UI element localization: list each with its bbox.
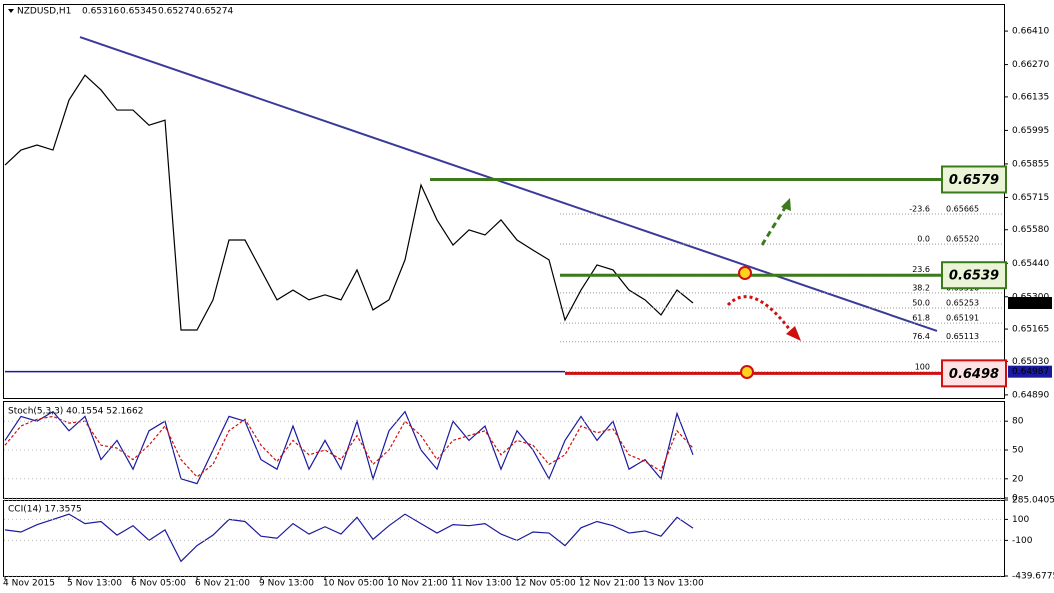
fib-price: 0.65191 — [946, 314, 979, 323]
level-box — [941, 359, 1007, 388]
x-tick-label: 10 Nov 21:00 — [387, 579, 448, 589]
y-tick-label: -100 — [1012, 536, 1033, 546]
y-tick-label: 0.65580 — [1012, 225, 1049, 235]
y-tick-label: 0.65855 — [1012, 159, 1049, 169]
y-tick-label: -439.6775 — [1012, 572, 1054, 582]
x-tick-label: 13 Nov 13:00 — [643, 579, 704, 589]
x-tick-label: 6 Nov 05:00 — [131, 579, 186, 589]
price-tag — [1008, 365, 1052, 378]
trendline — [79, 36, 938, 332]
price-tag-label: 0.64987 — [1012, 367, 1049, 377]
price-line — [4, 415, 694, 478]
x-tick-label: 4 Nov 2015 — [3, 579, 55, 589]
y-tick-label: 0.65030 — [1012, 357, 1049, 367]
level-label: 0.6498 — [949, 367, 999, 382]
fib-price: 0.65253 — [946, 299, 979, 308]
y-tick-label: 80 — [1012, 417, 1024, 427]
main-panel — [3, 4, 1005, 399]
fib-price: 0.65113 — [946, 332, 979, 341]
chart-title: NZDUSD,H1 — [17, 7, 71, 17]
price-line — [4, 513, 694, 563]
fib-level: 100 — [915, 362, 930, 371]
main-layer: 0.66410 0.66270 0.66135 0.65995 0.65855 0.657… — [3, 7, 1054, 589]
x-tick-label: 9 Nov 13:00 — [259, 579, 314, 589]
touch-marker — [738, 266, 752, 280]
touch-marker — [740, 365, 754, 379]
y-tick-label: 50 — [1012, 446, 1024, 456]
fib-level: 23.6 — [912, 265, 930, 274]
level-box — [941, 261, 1007, 290]
y-tick-label: 0 — [1012, 494, 1018, 504]
y-tick-label: 0.66410 — [1012, 27, 1049, 37]
ohlc-value: 0.65274 — [196, 7, 233, 17]
y-tick-label: 0.65440 — [1012, 259, 1049, 269]
x-tick-label: 6 Nov 21:00 — [195, 579, 250, 589]
x-tick-label: 11 Nov 13:00 — [451, 579, 512, 589]
y-tick-label: 0.64890 — [1012, 390, 1049, 400]
y-tick-label: 0.65715 — [1012, 193, 1049, 203]
fib-level: 38.2 — [912, 283, 930, 292]
fib-price: 0.65520 — [946, 235, 979, 244]
fib-level: 0.0 — [917, 235, 930, 244]
level-label: 0.6539 — [949, 269, 999, 284]
down-arrow — [726, 295, 792, 331]
fib-level: -23.6 — [909, 204, 930, 213]
x-tick-label: 10 Nov 05:00 — [323, 579, 384, 589]
fib-level: 50.0 — [912, 299, 930, 308]
y-tick-label: 0.65995 — [1012, 126, 1049, 136]
x-tick-label: 12 Nov 21:00 — [579, 579, 640, 589]
up-arrow — [760, 205, 788, 246]
level-label: 0.6579 — [949, 173, 999, 188]
fib-level: 76.4 — [912, 332, 930, 341]
y-tick-label: 0.66135 — [1012, 92, 1049, 102]
fib-price: 0.65665 — [946, 204, 979, 213]
menu-arrow[interactable] — [8, 9, 14, 13]
level-box — [941, 165, 1007, 194]
y-tick-label: 285.0405 — [1012, 496, 1054, 506]
price-tag — [1008, 296, 1052, 309]
ohlc-value: 0.65274 — [158, 7, 195, 17]
down-arrow-head — [786, 326, 801, 341]
y-tick-label: 0.66270 — [1012, 60, 1049, 70]
up-arrow-head — [781, 198, 791, 211]
x-tick-label: 12 Nov 05:00 — [515, 579, 576, 589]
y-tick-label: 20 — [1012, 474, 1024, 484]
ohlc-value: 0.65345 — [120, 7, 157, 17]
y-tick-label: 100 — [1012, 515, 1029, 525]
price-tag-label: 0.65274 — [1012, 298, 1049, 308]
price-line — [4, 410, 694, 485]
fib-level: 61.8 — [912, 314, 930, 323]
panel-title: CCI(14) 17.3575 — [8, 505, 82, 515]
price-line — [4, 74, 694, 331]
ohlc-value: 0.65316 — [82, 7, 119, 17]
panel-title: Stoch(5,3,3) 40.1554 52.1662 — [8, 407, 143, 417]
x-tick-label: 5 Nov 13:00 — [67, 579, 122, 589]
y-tick-label: 0.65165 — [1012, 325, 1049, 335]
